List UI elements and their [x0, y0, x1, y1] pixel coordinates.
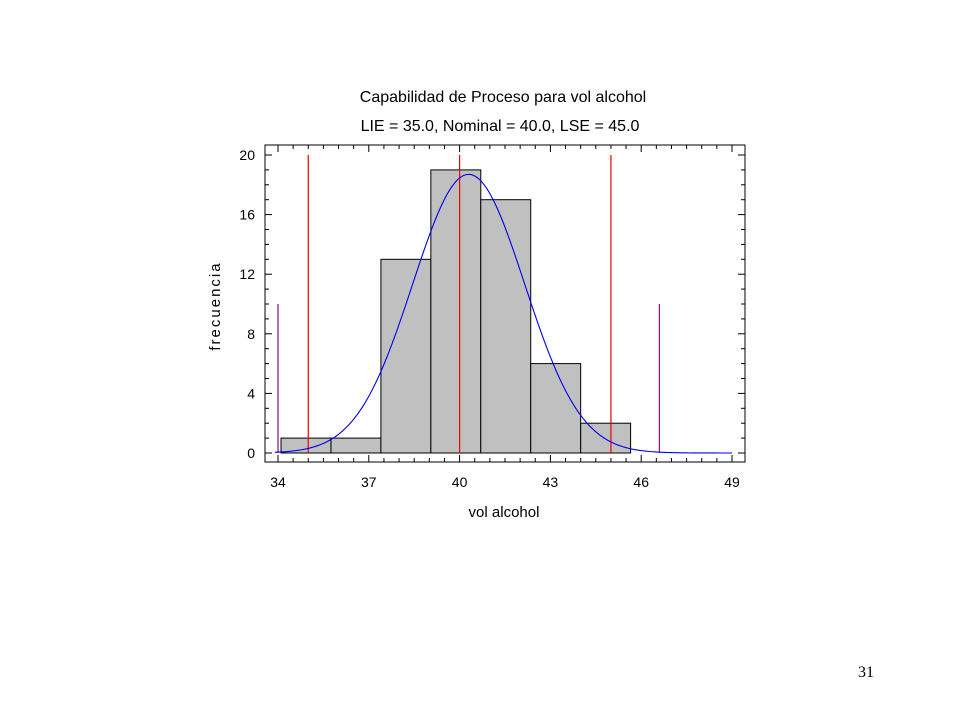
y-tick-label: 16	[239, 207, 255, 223]
y-axis-label: frecuencia	[207, 261, 224, 350]
x-tick-label: 40	[452, 474, 468, 490]
histogram-bar	[430, 169, 482, 454]
histogram-bar	[330, 437, 382, 454]
x-tick-label: 34	[270, 474, 286, 490]
x-tick-label: 43	[543, 474, 559, 490]
chart-title: Capabilidad de Proceso para vol alcohol	[360, 89, 646, 106]
plot-area: 34 37 40 43 46 49 0 4 8 12 16 20	[239, 144, 746, 490]
y-tick-label: 12	[239, 266, 255, 282]
histogram-bar	[280, 437, 332, 454]
y-tick-label: 4	[247, 385, 255, 401]
page-number: 31	[858, 664, 874, 681]
histogram-bar	[580, 422, 632, 454]
histogram-bar	[530, 363, 582, 454]
histogram-bar	[380, 258, 432, 454]
y-tick-label: 20	[239, 147, 255, 163]
y-tick-label: 8	[247, 326, 255, 342]
x-axis-label: vol alcohol	[469, 504, 540, 521]
histogram-bar	[480, 199, 532, 454]
x-tick-label: 46	[633, 474, 649, 490]
x-tick-label: 37	[361, 474, 377, 490]
chart-subtitle: LIE = 35.0, Nominal = 40.0, LSE = 45.0	[361, 118, 640, 135]
normal-fit-curve	[274, 173, 732, 454]
x-tick-label: 49	[724, 474, 740, 490]
y-tick-label: 0	[247, 445, 255, 461]
